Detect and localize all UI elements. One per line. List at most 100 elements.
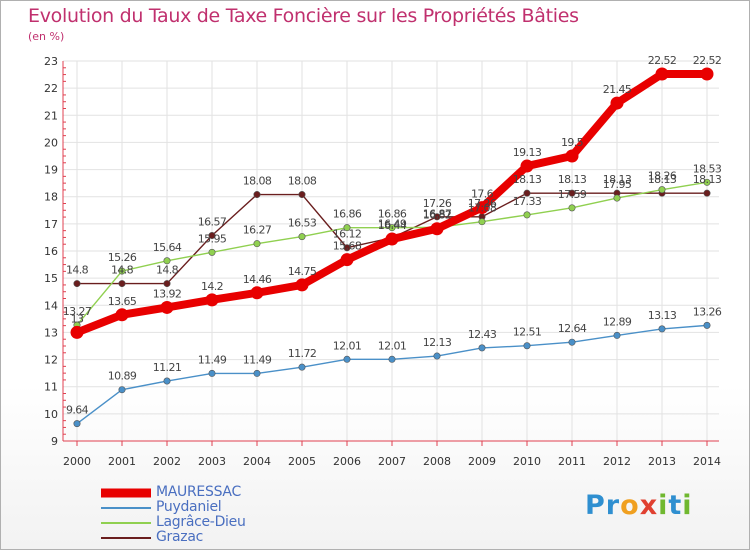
data-point-mauressac <box>295 278 309 292</box>
data-label-grazac: 14.8 <box>111 264 134 277</box>
data-point-lagr-ce-dieu <box>523 211 531 219</box>
data-label-grazac: 18.13 <box>558 173 587 186</box>
x-tick-label: 2000 <box>63 455 91 468</box>
data-label-lagr-ce-dieu: 17.33 <box>513 195 542 208</box>
y-tick-label: 22 <box>44 82 58 95</box>
data-label-mauressac: 13.65 <box>108 295 137 308</box>
data-point-puydaniel <box>208 369 216 377</box>
data-point-puydaniel <box>568 338 576 346</box>
y-tick-label: 23 <box>44 55 58 68</box>
data-point-grazac <box>73 280 81 288</box>
data-label-lagr-ce-dieu: 17.59 <box>558 188 587 201</box>
data-point-mauressac <box>565 149 579 163</box>
x-tick-label: 2009 <box>468 455 496 468</box>
data-label-lagr-ce-dieu: 15.26 <box>108 251 137 264</box>
data-label-puydaniel: 12.01 <box>333 339 362 352</box>
data-label-grazac: 18.08 <box>243 175 272 188</box>
data-point-lagr-ce-dieu <box>478 218 486 226</box>
data-label-puydaniel: 12.01 <box>378 339 407 352</box>
data-label-mauressac: 16.44 <box>378 219 407 232</box>
data-label-puydaniel: 13.26 <box>693 305 722 318</box>
chart-subtitle: (en %) <box>28 30 65 43</box>
data-point-grazac <box>568 189 576 197</box>
data-label-lagr-ce-dieu: 15.64 <box>153 241 182 254</box>
legend-label-grazac: Grazac <box>156 529 204 545</box>
logo-letter: P <box>585 490 606 521</box>
data-label-puydaniel: 11.49 <box>243 353 272 366</box>
data-label-puydaniel: 10.89 <box>108 370 137 383</box>
series-layer <box>70 67 714 428</box>
y-tick-label: 19 <box>44 164 58 177</box>
data-point-grazac <box>118 280 126 288</box>
data-label-mauressac: 22.52 <box>693 54 722 67</box>
data-label-grazac: 17.26 <box>468 197 497 210</box>
data-point-mauressac <box>340 253 354 267</box>
data-label-grazac: 16.49 <box>378 218 407 231</box>
data-label-lagr-ce-dieu: 17.95 <box>603 178 632 191</box>
data-label-mauressac: 14.75 <box>288 265 317 278</box>
data-label-puydaniel: 13.13 <box>648 309 677 322</box>
data-label-grazac: 18.13 <box>693 173 722 186</box>
data-point-mauressac <box>700 67 714 81</box>
data-point-puydaniel <box>478 344 486 352</box>
x-tick-label: 2013 <box>648 455 676 468</box>
data-label-puydaniel: 12.64 <box>558 322 587 335</box>
data-point-mauressac <box>520 159 534 173</box>
data-point-puydaniel <box>298 363 306 371</box>
logo-letter: r <box>605 490 621 521</box>
data-label-lagr-ce-dieu: 16.27 <box>243 224 272 237</box>
data-label-puydaniel: 11.49 <box>198 353 227 366</box>
x-tick-label: 2007 <box>378 455 406 468</box>
y-tick-label: 16 <box>44 245 58 258</box>
y-tick-label: 9 <box>51 435 58 448</box>
data-point-puydaniel <box>388 355 396 363</box>
data-point-lagr-ce-dieu <box>163 257 171 265</box>
data-point-mauressac <box>475 201 489 215</box>
data-point-puydaniel <box>658 325 666 333</box>
data-label-puydaniel: 12.89 <box>603 315 632 328</box>
data-point-grazac <box>523 189 531 197</box>
data-label-grazac: 16.57 <box>198 216 227 229</box>
data-label-mauressac: 13 <box>71 312 84 325</box>
data-label-mauressac: 14.2 <box>201 280 223 293</box>
data-label-puydaniel: 11.72 <box>288 347 317 360</box>
data-point-puydaniel <box>613 331 621 339</box>
data-point-grazac <box>163 280 171 288</box>
logo-letter: t <box>668 490 683 521</box>
data-point-lagr-ce-dieu <box>253 240 261 248</box>
data-point-grazac <box>298 191 306 199</box>
y-tick-label: 11 <box>44 381 58 394</box>
logo-letter: x <box>639 490 659 521</box>
data-label-grazac: 18.08 <box>288 175 317 188</box>
x-tick-label: 2004 <box>243 455 271 468</box>
proxiti-logo: Proxiti <box>585 490 693 521</box>
axes: 9 10 11 12 13 14 15 16 17 18 19 20 21 22 23 2000 2001 200… <box>44 55 721 468</box>
data-label-mauressac: 22.52 <box>648 54 677 67</box>
data-label-lagr-ce-dieu: 16.86 <box>378 208 407 221</box>
data-label-mauressac: 15.68 <box>333 240 362 253</box>
legend-label-puydaniel: Puydaniel <box>156 499 222 515</box>
data-label-grazac: 18.13 <box>513 173 542 186</box>
y-tick-label: 13 <box>44 326 58 339</box>
data-point-grazac <box>253 191 261 199</box>
legend-swatch-grazac <box>101 537 151 539</box>
x-tick-label: 2001 <box>108 455 136 468</box>
y-tick-label: 20 <box>44 136 58 149</box>
logo-letter: i <box>658 490 669 521</box>
data-point-grazac <box>343 244 351 252</box>
data-label-puydaniel: 12.51 <box>513 326 542 339</box>
x-tick-label: 2010 <box>513 455 541 468</box>
data-label-mauressac: 21.45 <box>603 83 632 96</box>
x-tick-label: 2006 <box>333 455 361 468</box>
data-point-mauressac <box>385 232 399 246</box>
data-point-mauressac <box>70 325 84 339</box>
data-point-mauressac <box>430 222 444 236</box>
y-tick-label: 17 <box>44 218 58 231</box>
data-point-lagr-ce-dieu <box>703 178 711 186</box>
data-point-lagr-ce-dieu <box>208 248 216 256</box>
data-label-grazac: 16.12 <box>333 228 362 241</box>
x-tick-label: 2005 <box>288 455 316 468</box>
data-point-puydaniel <box>433 352 441 360</box>
y-tick-label: 10 <box>44 408 58 421</box>
